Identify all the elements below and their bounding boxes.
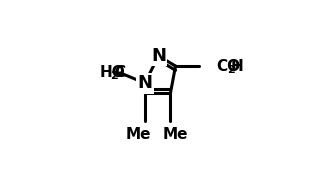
Text: HO: HO <box>100 65 126 80</box>
Text: 2: 2 <box>227 65 235 75</box>
Text: C: C <box>114 65 125 80</box>
Text: N: N <box>151 47 166 65</box>
Text: Me: Me <box>163 127 188 142</box>
Text: N: N <box>137 74 152 92</box>
Text: Me: Me <box>125 127 151 142</box>
Text: H: H <box>230 59 243 74</box>
Text: CO: CO <box>217 59 241 74</box>
Text: 2: 2 <box>110 71 118 81</box>
